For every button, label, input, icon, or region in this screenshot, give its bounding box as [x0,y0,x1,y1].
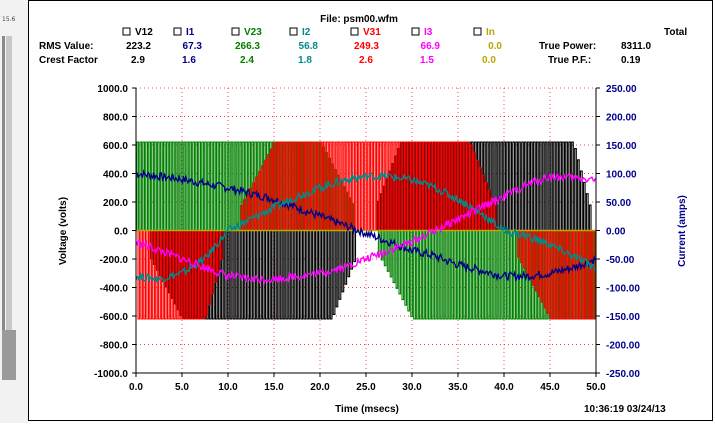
x-tick-label: 50.0 [586,382,606,393]
y-tick-label: 800.0 [103,113,128,124]
axes: 1000.0 800.0 600.0 400.0 200.0 0.0 -200.0 -400.… [94,84,640,393]
channel-rms: 223.2 [126,41,151,52]
waveform-chart-panel: File: psm00.wfm RMS Value: Crest Factor … [28,0,713,421]
x-tick-label: 30.0 [402,382,422,393]
y2-tick-label: 50.00 [606,198,631,209]
x-tick-label: 35.0 [448,382,468,393]
series-line-i3 [136,170,596,285]
x-tick-label: 5.0 [175,382,189,393]
channel-rms: 0.0 [488,41,502,52]
channel-v31[interactable]: V31 249.3 2.6 [350,27,381,66]
channel-rms: 66.9 [421,41,441,52]
y-tick-label: 400.0 [103,170,128,181]
channel-name: In [486,27,495,38]
channel-v12[interactable]: V12 223.2 2.9 [122,27,153,66]
timestamp: 10:36:19 03/24/13 [584,404,666,415]
background-window-strip: 15.6 [0,0,28,423]
x-tick-label: 20.0 [310,382,330,393]
y-axis-title: Voltage (volts) [58,197,69,265]
x-tick-label: 0.0 [129,382,143,393]
total-label: Total [664,27,687,38]
y-tick-label: -200.0 [100,255,129,266]
channel-rms: 249.3 [354,41,379,52]
crest-row-label: Crest Factor [39,55,98,66]
channel-v23[interactable]: V23 266.3 2.4 [231,27,262,66]
true-pf-label: True P.F.: [548,55,591,66]
channel-i2[interactable]: I2 56.8 1.8 [289,27,319,66]
y2-tick-label: -50.00 [606,255,635,266]
channel-checkbox[interactable] [173,27,182,36]
channel-crest: 2.6 [359,55,373,66]
channel-name: V31 [363,27,381,38]
channel-name: V12 [135,27,153,38]
channel-name: V23 [244,27,262,38]
channel-rms: 266.3 [235,41,260,52]
y-tick-label: 600.0 [103,141,128,152]
channel-checkbox[interactable] [289,27,298,36]
channel-crest: 1.5 [420,55,434,66]
y2-tick-label: -200.00 [606,341,640,352]
channel-checkbox[interactable] [473,27,482,36]
y-tick-label: 1000.0 [97,84,128,95]
true-power-label: True Power: [539,41,596,52]
y2-tick-label: 250.00 [606,84,637,95]
y2-tick-label: -150.00 [606,312,640,323]
y2-tick-label: 200.00 [606,113,637,124]
x-tick-label: 15.0 [264,382,284,393]
series-line-i1 [136,168,596,283]
channel-checkbox[interactable] [231,27,240,36]
channel-checkbox[interactable] [122,27,131,36]
y2-tick-label: 0.00 [606,227,626,238]
y2-tick-label: 150.00 [606,141,637,152]
x-tick-label: 25.0 [356,382,376,393]
channel-crest: 0.0 [482,55,496,66]
plot-area [135,87,597,374]
channel-crest: 2.4 [240,55,254,66]
channel-name: I1 [186,27,195,38]
channel-in[interactable]: In 0.0 0.0 [473,27,502,66]
y2-tick-label: -100.00 [606,284,640,295]
channel-name: I3 [424,27,433,38]
y-tick-label: 200.0 [103,198,128,209]
series-line-i2 [136,169,596,284]
waveform-chart: File: psm00.wfm RMS Value: Crest Factor … [39,14,688,415]
x-tick-label: 45.0 [540,382,560,393]
channel-name: I2 [302,27,311,38]
true-pf-value: 0.19 [621,55,641,66]
channel-crest: 1.8 [298,55,312,66]
y-tick-label: -400.0 [100,284,129,295]
channel-checkbox[interactable] [411,27,420,36]
x-axis-title: Time (msecs) [335,404,399,415]
channel-checkbox[interactable] [350,27,359,36]
y-tick-label: -600.0 [100,312,129,323]
y-tick-label: -800.0 [100,341,129,352]
file-title: File: psm00.wfm [320,14,398,25]
y2-tick-label: 100.00 [606,170,637,181]
y2-tick-label: -250.00 [606,369,640,380]
x-tick-label: 10.0 [218,382,238,393]
y2-axis-title: Current (amps) [677,195,688,267]
channel-rms: 67.3 [183,41,203,52]
channel-legend: V12 223.2 2.9 I1 67.3 1.6 V23 266.3 2.4 I2 56.8 1.8… [122,27,502,66]
channel-i1[interactable]: I1 67.3 1.6 [173,27,203,66]
channel-crest: 2.9 [131,55,145,66]
channel-crest: 1.6 [182,55,196,66]
x-tick-label: 40.0 [494,382,514,393]
channel-i3[interactable]: I3 66.9 1.5 [411,27,441,66]
y-tick-label: -1000.0 [94,369,128,380]
true-power-value: 8311.0 [621,41,651,52]
channel-rms: 56.8 [299,41,319,52]
y-tick-label: 0.0 [114,227,128,238]
rms-row-label: RMS Value: [39,41,93,52]
